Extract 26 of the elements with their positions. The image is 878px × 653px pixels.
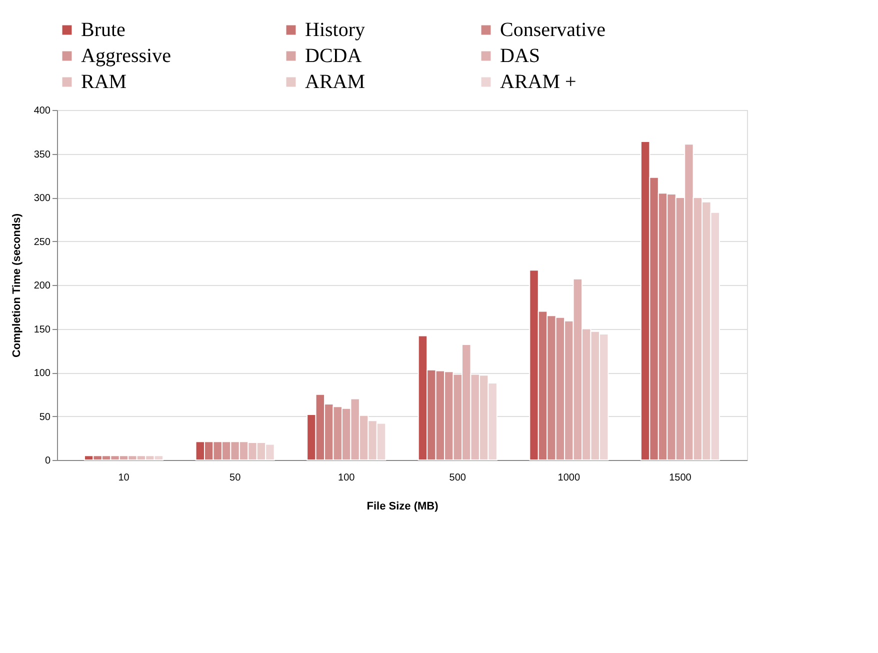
y-tick-label: 250	[34, 236, 51, 248]
legend-label: ARAM	[305, 71, 366, 93]
y-tick-label: 0	[44, 456, 51, 466]
x-tick-label: 50	[230, 472, 242, 484]
x-tick-label: 500	[449, 472, 466, 484]
legend-label: DCDA	[305, 45, 362, 67]
x-tick-label: 100	[338, 472, 356, 484]
legend-label: ARAM +	[500, 71, 576, 93]
x-axis-title: File Size (MB)	[366, 500, 439, 512]
x-tick-label: 1500	[669, 472, 692, 484]
y-tick-label: 50	[39, 412, 51, 423]
legend-label: History	[305, 19, 365, 41]
y-tick-label: 300	[34, 193, 51, 204]
legend-label: RAM	[81, 71, 127, 93]
legend-label: Aggressive	[81, 45, 172, 67]
legend-label: DAS	[500, 45, 540, 67]
legend-label: Conservative	[500, 19, 606, 41]
y-axis-title: Completion Time (seconds)	[10, 213, 23, 358]
y-tick-label: 150	[34, 324, 51, 336]
x-tick-label: 1000	[558, 472, 580, 484]
legend-label: Brute	[81, 19, 126, 41]
x-tick-label: 10	[118, 472, 130, 484]
y-tick-label: 350	[34, 149, 51, 160]
y-tick-label: 100	[34, 368, 51, 379]
y-tick-label: 200	[34, 280, 51, 292]
y-tick-label: 400	[34, 106, 51, 116]
